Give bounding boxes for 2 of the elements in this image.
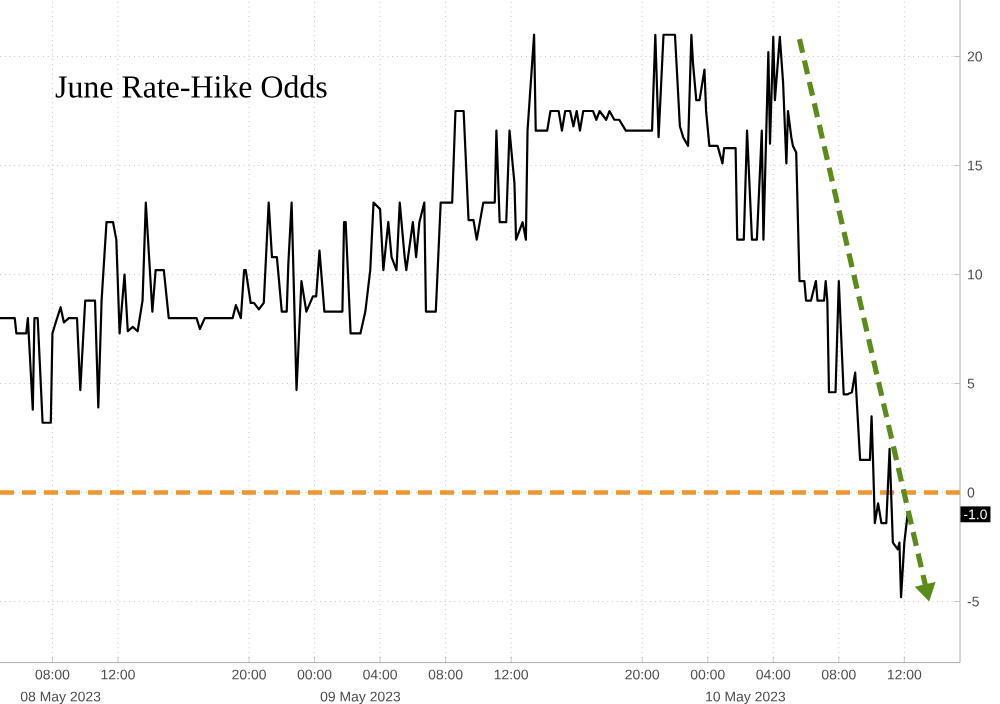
line-series xyxy=(0,33,909,599)
text: June Rate-Hike Odds xyxy=(55,75,327,98)
